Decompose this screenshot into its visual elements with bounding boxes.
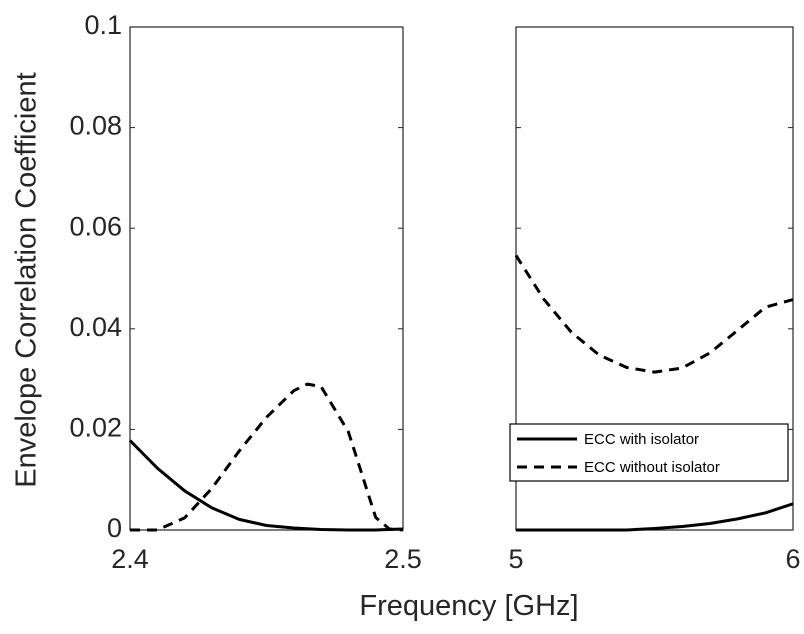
legend-box <box>509 423 789 482</box>
y-tick-label: 0.1 <box>84 10 122 40</box>
legend-label-without-isolator: ECC without isolator <box>584 459 720 476</box>
x-tick-label: 6 <box>785 544 800 574</box>
series-line-with-isolator <box>516 502 794 532</box>
x-tick-label: 5 <box>508 544 523 574</box>
y-axis-title: Envelope Correlation Coefficient <box>11 72 43 487</box>
series-line-with-isolator <box>128 439 404 532</box>
left-panel: 0 0.02 0.04 0.06 0.08 0.1 2.4 2.5 <box>69 10 421 574</box>
series-line-without-isolator <box>130 382 404 532</box>
y-tick-label: 0.06 <box>69 211 122 241</box>
y-axis-title-group: Envelope Correlation Coefficient <box>11 72 43 487</box>
x-axis-title: Frequency [GHz] <box>359 590 578 622</box>
y-tick-label: 0.08 <box>69 111 122 141</box>
x-tick-label: 2.5 <box>384 544 422 574</box>
y-tick-label: 0 <box>107 513 122 543</box>
plot-frame <box>129 26 404 531</box>
legend-label-with-isolator: ECC with isolator <box>584 431 699 448</box>
legend: ECC with isolator ECC without isolator <box>509 423 789 482</box>
y-tick-label: 0.04 <box>69 312 122 342</box>
x-tick-label: 2.4 <box>111 544 149 574</box>
y-tick-label: 0.02 <box>69 413 122 443</box>
series-line-without-isolator <box>514 254 794 374</box>
